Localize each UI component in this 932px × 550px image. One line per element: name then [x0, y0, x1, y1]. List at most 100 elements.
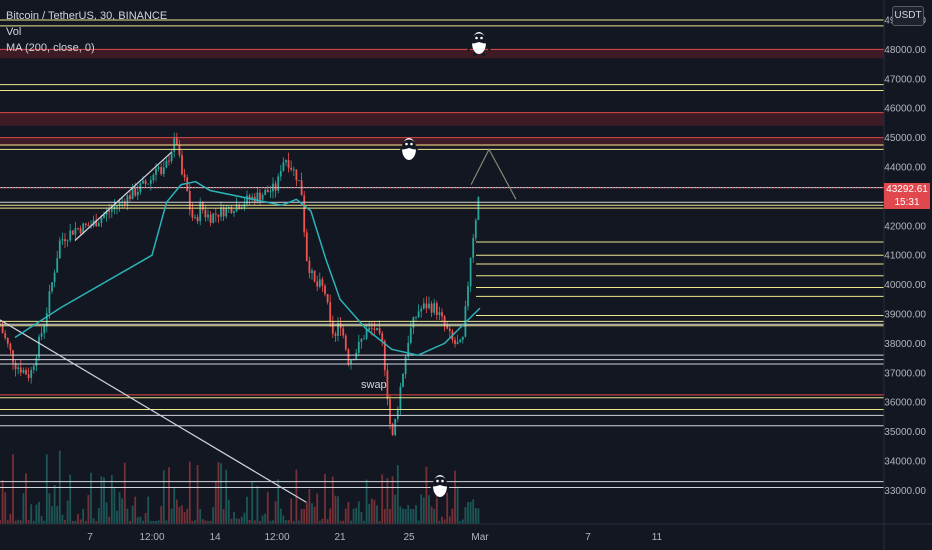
volume-bar — [381, 474, 384, 524]
price-axis-label: 47000.00 — [884, 74, 926, 85]
swap-annotation: swap — [361, 379, 387, 391]
candle-body — [66, 240, 69, 242]
volume-bar — [352, 508, 355, 524]
candle-body — [214, 213, 217, 215]
candle-body — [386, 370, 389, 400]
bar-countdown: 15:31 — [894, 197, 920, 208]
volume-bar — [178, 506, 181, 524]
volume-bar — [227, 499, 230, 524]
candle-body — [266, 189, 269, 193]
candle-body — [363, 338, 365, 340]
volume-bar — [230, 518, 233, 524]
volume-bar — [142, 520, 144, 524]
penguin-head — [433, 476, 447, 487]
candle-body — [326, 293, 329, 303]
volume-bar — [407, 505, 410, 524]
penguin-head — [402, 139, 416, 150]
candle-body — [160, 167, 163, 175]
candle-body — [64, 239, 66, 242]
candle-body — [303, 195, 306, 233]
price-axis-label: 37000.00 — [884, 368, 926, 379]
candle-body — [71, 230, 74, 235]
volume-bar — [298, 520, 300, 524]
volume-bar — [376, 505, 378, 524]
candle-body — [370, 327, 373, 329]
volume-bar — [451, 508, 454, 524]
candle-body — [277, 176, 280, 191]
volume-bar — [251, 482, 254, 524]
volume-bar — [105, 502, 108, 524]
time-axis-label: Mar — [471, 532, 489, 543]
candle-body — [48, 291, 51, 314]
volume-bar — [461, 519, 464, 524]
candle-body — [118, 201, 121, 207]
candle-body — [116, 206, 118, 207]
time-axis-label: 14 — [209, 532, 221, 543]
volume-legend[interactable]: Vol — [6, 26, 22, 38]
penguin-feet — [403, 159, 415, 162]
candle-body — [334, 333, 337, 336]
volume-bar — [396, 465, 399, 524]
penguin-icon — [467, 32, 491, 56]
candle-body — [51, 282, 53, 292]
candle-body — [19, 367, 22, 373]
volume-bar — [287, 520, 290, 524]
volume-bar — [459, 520, 462, 524]
candle-body — [110, 209, 113, 212]
candle-body — [256, 192, 259, 202]
candle-body — [212, 213, 215, 223]
candle-body — [443, 316, 446, 326]
penguin-feet — [434, 496, 446, 499]
symbol-legend[interactable]: Bitcoin / TetherUS, 30, BINANCE — [6, 10, 168, 22]
candle-body — [428, 303, 430, 309]
candle-body — [282, 162, 285, 171]
volume-bar — [269, 520, 272, 524]
currency-label[interactable]: USDT — [892, 6, 924, 26]
volume-bar — [155, 520, 157, 524]
volume-bar — [144, 513, 147, 524]
volume-bar — [350, 520, 352, 524]
candle-body — [459, 339, 462, 342]
volume-bar — [448, 516, 451, 524]
candle-body — [469, 257, 472, 287]
volume-bar — [472, 499, 475, 524]
candle-body — [136, 191, 139, 196]
candle-body — [43, 325, 46, 334]
candle-body — [456, 341, 459, 345]
time-axis-label: 12:00 — [264, 532, 289, 543]
volume-bar — [84, 520, 87, 524]
volume-bar — [149, 520, 152, 524]
volume-bar — [313, 506, 316, 524]
volume-bar — [100, 476, 103, 524]
candle-body — [461, 336, 464, 340]
volume-bar — [435, 487, 438, 524]
volume-bar — [454, 470, 456, 524]
candle-body — [246, 195, 248, 204]
volume-bar — [30, 504, 33, 524]
volume-bar — [456, 486, 459, 524]
time-axis-label: 7 — [87, 532, 93, 543]
volume-bar — [274, 501, 277, 524]
volume-bar — [464, 507, 467, 524]
volume-bar — [126, 508, 129, 524]
candle-body — [378, 327, 381, 334]
candle-body — [14, 362, 17, 370]
candle-body — [347, 349, 350, 365]
candle-body — [108, 211, 111, 213]
volume-bar — [248, 519, 251, 524]
ma-legend[interactable]: MA (200, close, 0) — [6, 42, 95, 54]
volume-bar — [391, 476, 394, 524]
volume-bar — [51, 506, 53, 524]
time-axis-label: 25 — [403, 532, 415, 543]
volume-bar — [264, 513, 267, 524]
volume-bar — [95, 520, 98, 524]
penguin-icon — [428, 475, 452, 499]
candle-body — [412, 317, 415, 328]
volume-bar — [35, 504, 38, 524]
volume-bar — [147, 496, 150, 524]
candle-body — [420, 308, 423, 312]
candle-body — [155, 168, 157, 175]
candle-body — [290, 167, 293, 170]
